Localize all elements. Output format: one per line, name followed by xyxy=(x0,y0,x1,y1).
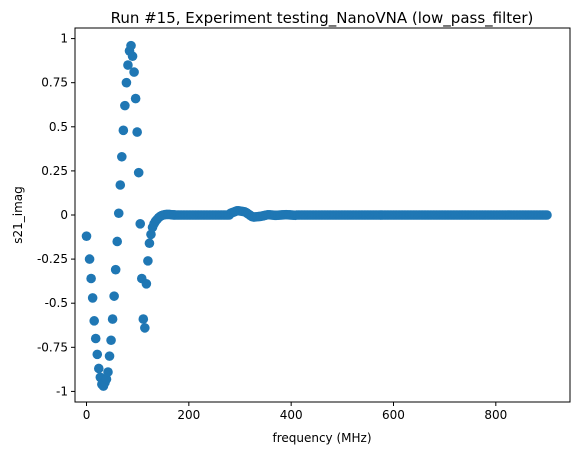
x-tick-label: 0 xyxy=(83,408,91,422)
y-axis: -1 -0.75 -0.5 -0.25 0 0.25 0.5 0.75 1 xyxy=(37,32,75,398)
data-point xyxy=(143,256,153,266)
x-tick-label: 400 xyxy=(280,408,303,422)
y-tick-label: -0.25 xyxy=(37,252,68,266)
data-point xyxy=(106,335,116,346)
data-point xyxy=(110,264,121,275)
y-tick-label: 1 xyxy=(60,32,68,46)
data-point xyxy=(113,208,124,219)
data-point xyxy=(84,254,95,264)
chart-title: Run #15, Experiment testing_NanoVNA (low… xyxy=(111,9,534,28)
x-axis: 0 200 400 600 800 xyxy=(83,402,507,422)
data-point xyxy=(86,273,96,284)
data-point xyxy=(132,127,142,137)
data-point xyxy=(81,231,92,241)
data-point xyxy=(109,291,119,301)
data-point xyxy=(120,100,130,111)
data-point xyxy=(87,293,98,303)
data-point xyxy=(92,349,103,360)
data-point xyxy=(112,236,123,247)
data-point xyxy=(133,167,144,178)
y-tick-label: 0.75 xyxy=(41,76,68,90)
y-tick-label: -1 xyxy=(56,384,68,398)
data-point xyxy=(542,210,552,220)
x-tick-label: 800 xyxy=(484,408,507,422)
x-tick-label: 600 xyxy=(382,408,405,422)
data-point xyxy=(115,180,126,190)
data-point xyxy=(104,351,115,361)
y-tick-label: 0.25 xyxy=(41,164,68,178)
y-tick-label: -0.5 xyxy=(45,296,68,310)
data-point xyxy=(121,77,132,88)
data-point xyxy=(138,314,149,324)
scatter-points xyxy=(81,40,552,391)
y-axis-label: s21_imag xyxy=(11,186,25,244)
y-tick-label: 0.5 xyxy=(49,120,68,134)
data-point xyxy=(118,125,129,136)
y-tick-label: -0.75 xyxy=(37,340,68,354)
data-point xyxy=(103,367,113,377)
data-point xyxy=(89,316,99,326)
x-axis-label: frequency (MHz) xyxy=(272,431,371,445)
y-tick-label: 0 xyxy=(60,208,68,222)
data-point xyxy=(127,51,138,62)
data-point xyxy=(140,323,150,333)
data-point xyxy=(130,93,141,104)
data-point xyxy=(129,67,139,77)
data-point xyxy=(117,151,127,162)
data-point xyxy=(90,333,101,344)
data-point xyxy=(93,363,104,374)
data-point xyxy=(123,60,133,70)
data-point xyxy=(107,314,118,324)
data-point xyxy=(141,279,152,289)
x-tick-label: 200 xyxy=(177,408,200,422)
data-point xyxy=(135,219,146,229)
data-point xyxy=(126,40,136,51)
data-point xyxy=(144,238,155,249)
